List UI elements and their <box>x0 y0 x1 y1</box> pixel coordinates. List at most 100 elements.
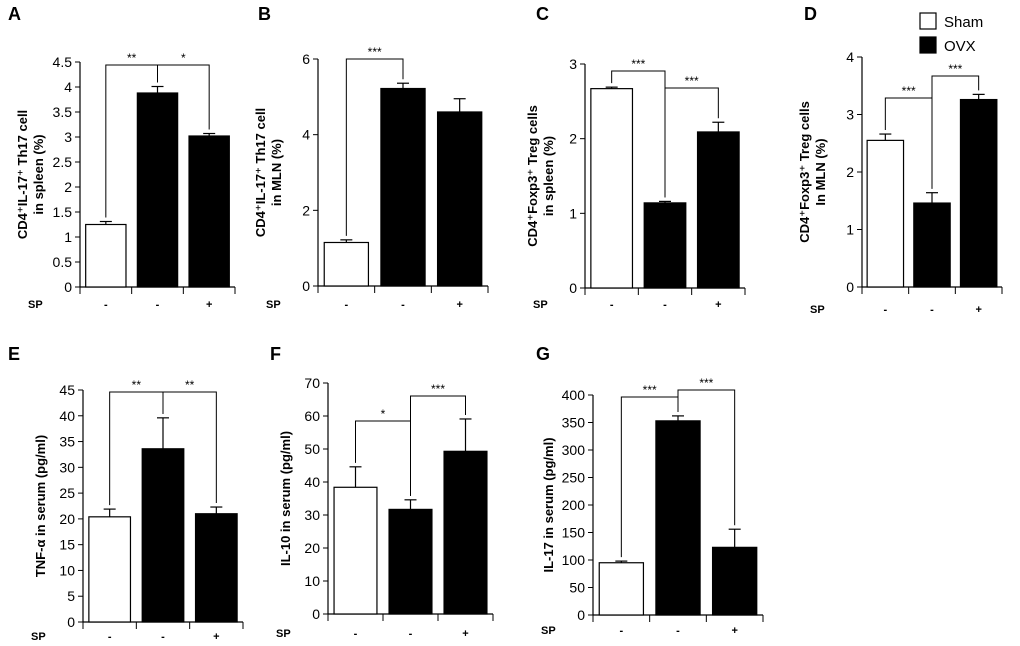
y-tick-label: 100 <box>562 552 586 568</box>
bar-sham <box>598 562 645 616</box>
bar-ovx-sp <box>194 513 238 623</box>
y-tick-label: 10 <box>304 573 320 589</box>
y-tick-label: 60 <box>304 408 320 424</box>
significance-bracket <box>162 391 217 504</box>
sp-level: - <box>354 628 358 640</box>
legend: Sham OVX <box>919 12 983 55</box>
sp-level: + <box>206 299 212 311</box>
panel-c: C 0 1 2 3 SP - - + *** *** CD4⁺Foxp3⁺ Treg cellsin … <box>525 4 746 311</box>
y-tick-label: 2 <box>569 131 577 147</box>
sp-level: + <box>462 628 468 640</box>
y-tick-label: 30 <box>59 459 75 475</box>
sp-label: SP <box>810 304 825 316</box>
y-tick-label: 20 <box>304 540 320 556</box>
bar-ovx-sp <box>696 131 740 289</box>
bar-ovx <box>136 92 179 288</box>
sp-label: SP <box>276 628 291 640</box>
legend-label-ovx: OVX <box>944 38 976 55</box>
y-tick-label: 4 <box>846 49 854 65</box>
legend-swatch-sham <box>919 12 937 30</box>
panel-letter: E <box>8 344 20 364</box>
significance-bracket <box>677 389 736 526</box>
y-tick-label: 400 <box>562 387 586 403</box>
sp-label: SP <box>541 625 556 637</box>
y-axis-label: CD4⁺IL-17⁺ Th17 cellin MLN (%) <box>253 108 284 237</box>
y-tick-label: 3 <box>64 129 72 145</box>
y-tick-label: 0 <box>64 279 72 295</box>
y-tick-label: 30 <box>304 507 320 523</box>
chart-panels: A00.511.522.533.544.5SP - - +** *CD4⁺IL-17⁺ … <box>8 4 1003 643</box>
significance-label: *** <box>685 74 699 88</box>
sp-level: - <box>108 631 112 643</box>
y-tick-label: 70 <box>304 375 320 391</box>
sp-level: - <box>883 304 887 316</box>
y-tick-label: 1.5 <box>53 204 73 220</box>
bar-sham <box>333 486 378 615</box>
y-tick-label: 150 <box>562 525 586 541</box>
sp-level: - <box>676 625 680 637</box>
y-tick-label: 25 <box>59 485 75 501</box>
significance-bracket <box>931 75 980 189</box>
bar-ovx-sp <box>436 111 483 287</box>
significance-bracket <box>355 420 411 496</box>
significance-label: * <box>181 51 186 65</box>
legend-label-sham: Sham <box>944 14 983 31</box>
significance-label: *** <box>368 45 382 59</box>
y-tick-label: 200 <box>562 497 586 513</box>
y-tick-label: 3 <box>846 107 854 123</box>
sp-label: SP <box>533 299 548 311</box>
y-tick-label: 1 <box>846 222 854 238</box>
sp-level: - <box>156 299 160 311</box>
sp-level: - <box>930 304 934 316</box>
sp-label: SP <box>28 299 43 311</box>
bar-sham <box>323 241 370 287</box>
significance-bracket <box>157 64 210 130</box>
y-tick-label: 300 <box>562 442 586 458</box>
bar-sham <box>590 88 634 289</box>
panel-letter: F <box>270 344 281 364</box>
y-tick-label: 0.5 <box>53 254 73 270</box>
sp-level: - <box>663 299 667 311</box>
sp-level: - <box>619 625 623 637</box>
bar-ovx-sp <box>959 98 998 288</box>
sp-level: - <box>344 299 348 311</box>
y-tick-label: 6 <box>302 51 310 67</box>
bar-ovx <box>655 420 701 616</box>
significance-bracket <box>410 395 466 496</box>
panel-e: E 0 5 10 15 20 25 30 35 40 45 SP - - + ** ** TNF-α in ser… <box>8 344 244 643</box>
y-tick-label: 2.5 <box>53 154 73 170</box>
y-tick-label: 35 <box>59 434 75 450</box>
significance-label: *** <box>431 382 445 396</box>
y-tick-label: 40 <box>59 408 75 424</box>
significance-bracket <box>345 58 404 236</box>
y-tick-label: 50 <box>569 580 585 596</box>
significance-label: *** <box>948 62 962 76</box>
y-tick-label: 50 <box>304 441 320 457</box>
y-tick-label: 4.5 <box>53 54 73 70</box>
bar-ovx <box>388 508 433 615</box>
y-tick-label: 2 <box>846 164 854 180</box>
y-tick-label: 0 <box>569 280 577 296</box>
sp-level: - <box>104 299 108 311</box>
panel-letter: C <box>536 4 549 24</box>
y-axis-label: TNF-α in serum (pg/ml) <box>33 435 48 577</box>
y-tick-label: 0 <box>302 278 310 294</box>
y-tick-label: 40 <box>304 474 320 490</box>
legend-swatch-ovx <box>919 36 937 54</box>
panel-g: G 0 50 100 150 200 250 300 350 400 SP - - + *** *** IL-1… <box>536 344 764 637</box>
sp-level: - <box>610 299 614 311</box>
y-tick-label: 5 <box>67 588 75 604</box>
bar-ovx-sp <box>443 450 488 615</box>
y-tick-label: 4 <box>64 79 72 95</box>
bar-ovx <box>141 448 185 623</box>
panel-b: B 0 2 4 6 SP - - + *** CD4⁺IL-17⁺ Th17 cellin MLN … <box>253 4 489 311</box>
significance-label: ** <box>127 51 137 65</box>
panel-letter: D <box>804 4 817 24</box>
y-axis-label: CD4⁺IL-17⁺ Th17 cellin spleen (%) <box>15 110 46 239</box>
y-axis-label: IL-10 in serum (pg/ml) <box>278 431 293 566</box>
bar-sham <box>866 139 905 288</box>
significance-label: *** <box>902 84 916 98</box>
y-tick-label: 3.5 <box>53 104 73 120</box>
